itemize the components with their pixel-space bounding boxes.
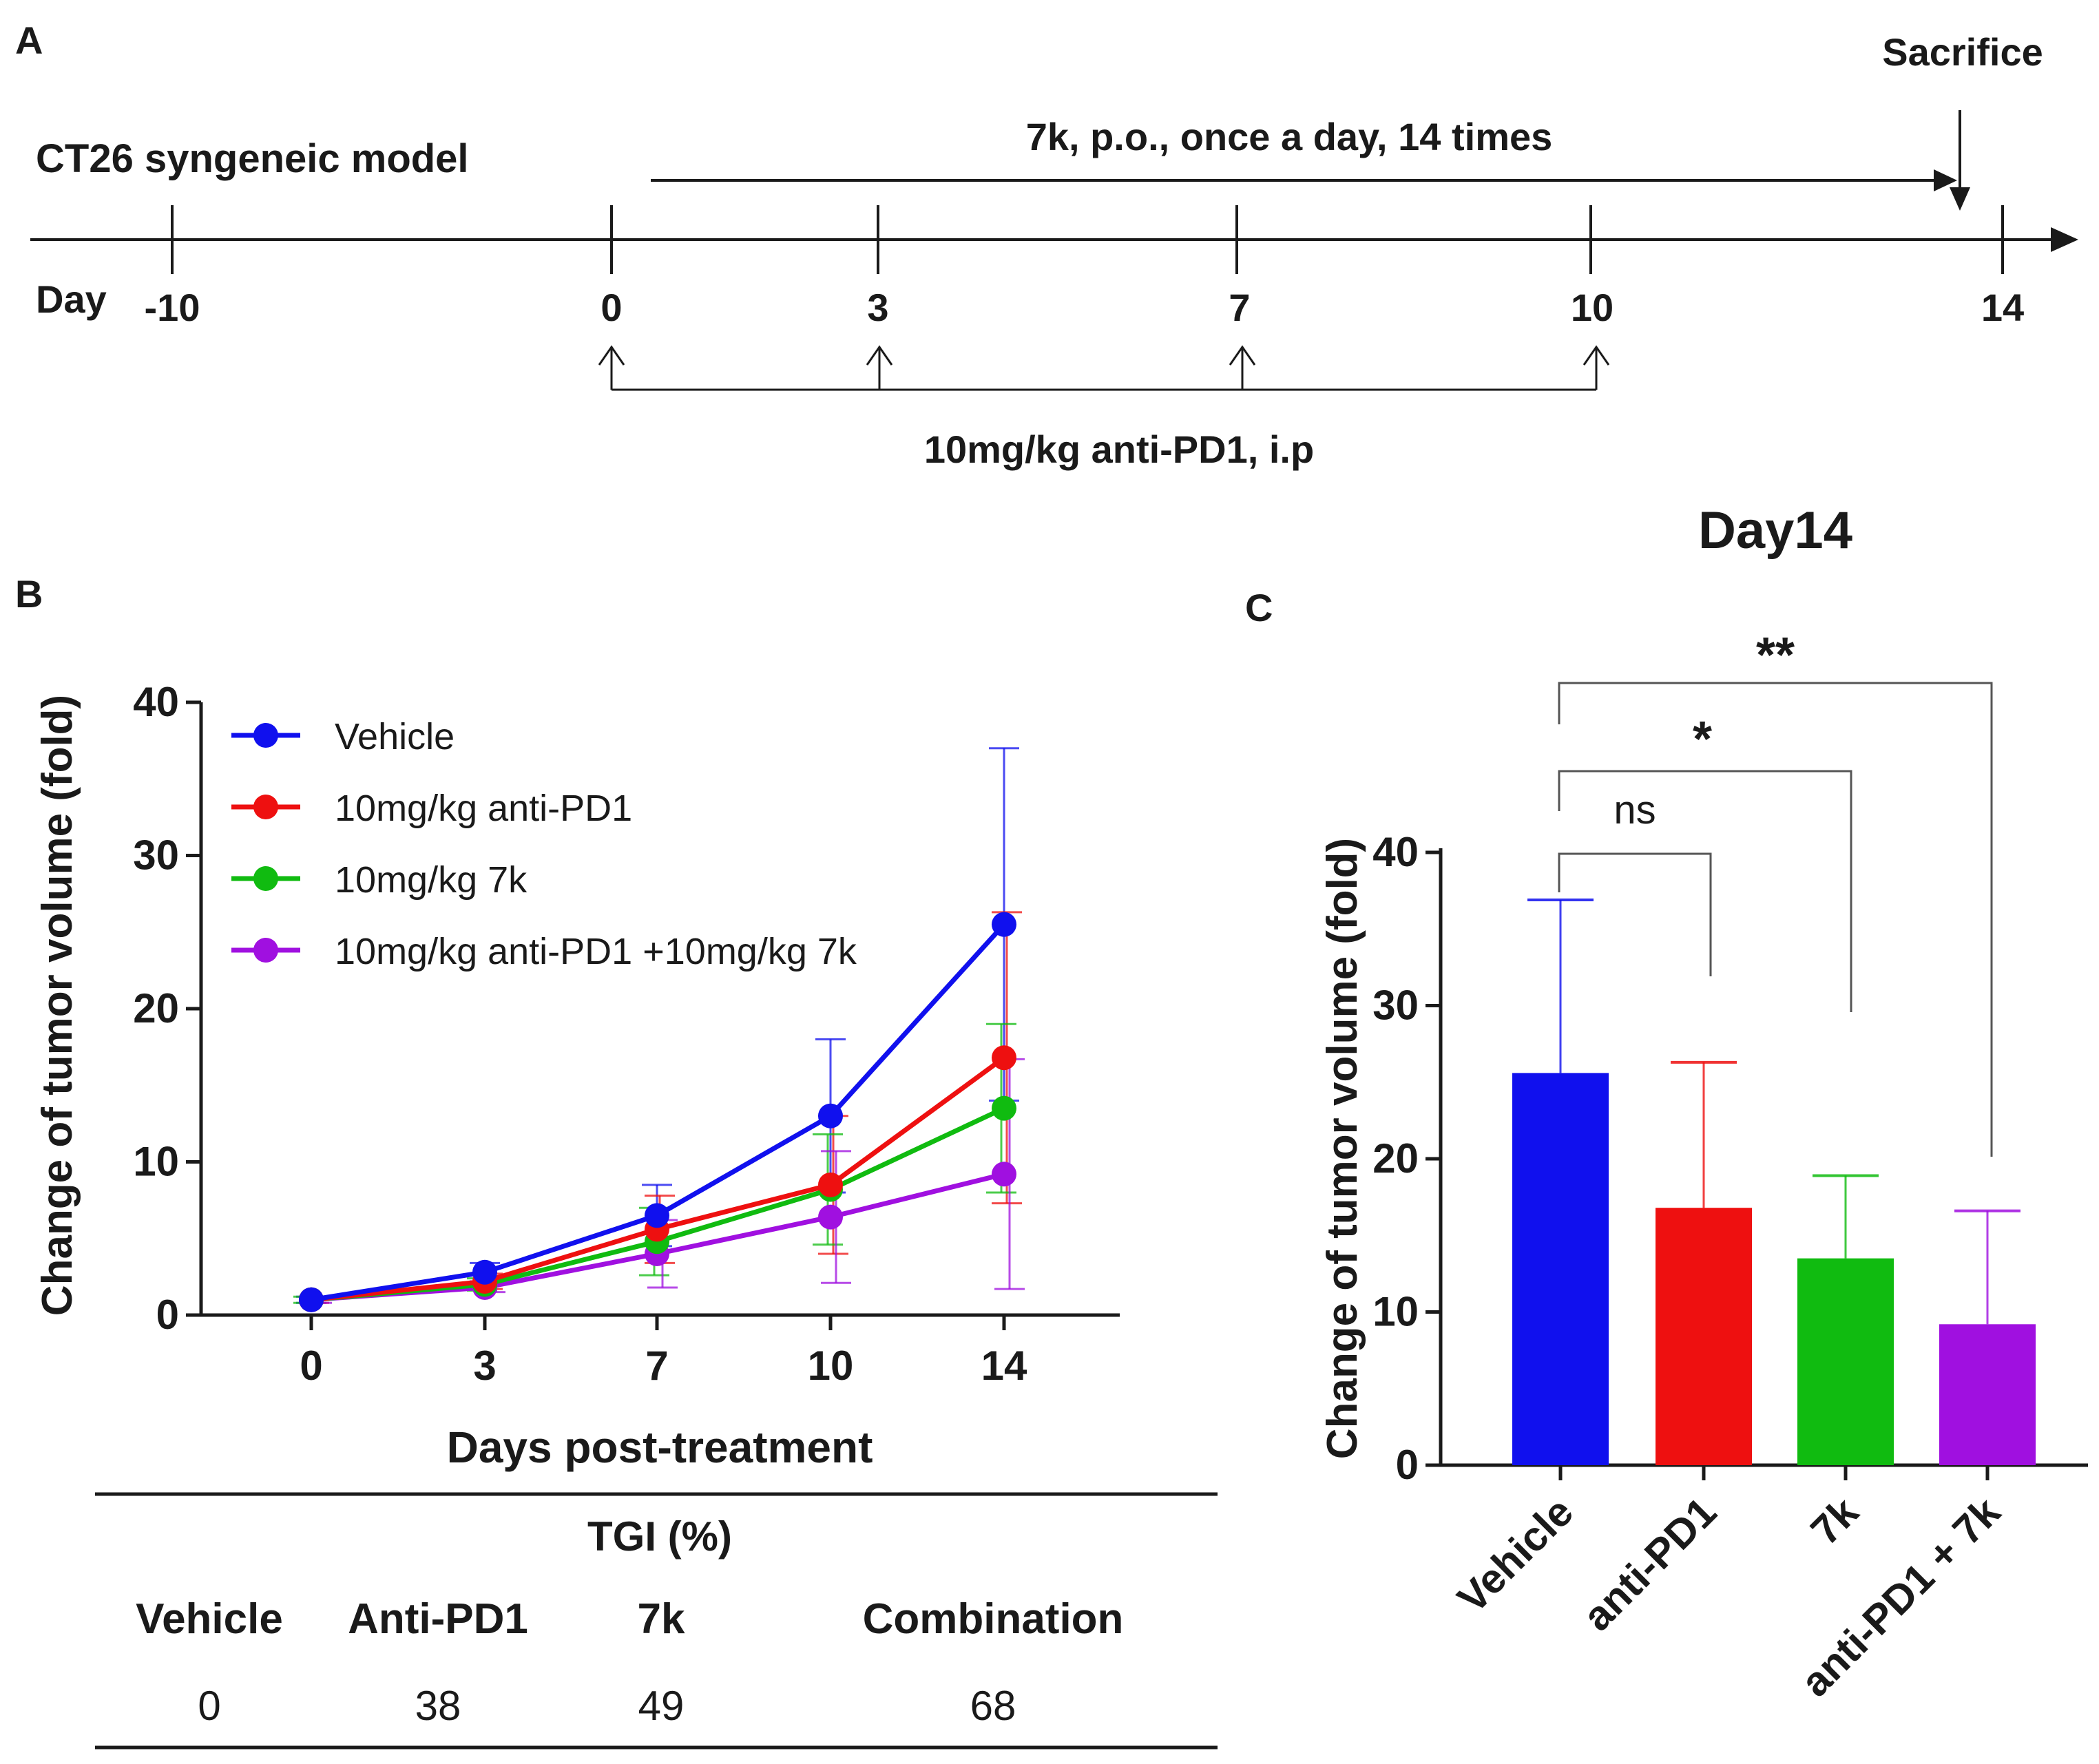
x-tick-label: 14: [981, 1343, 1027, 1389]
panel-b-label: B: [15, 572, 43, 616]
x-tick-label: 3: [473, 1343, 496, 1389]
day-value: 10: [1571, 286, 1614, 329]
y-tick-label: 30: [133, 832, 179, 879]
legend-label: Vehicle: [335, 716, 455, 757]
legend-label: 10mg/kg anti-PD1: [335, 788, 632, 829]
day-value: 3: [867, 286, 888, 329]
timeline-ticks: [171, 205, 2004, 274]
x-tick-label: Vehicle: [1449, 1489, 1583, 1622]
x-tick-label: 0: [300, 1343, 322, 1389]
x-tick-label: 7: [645, 1343, 668, 1389]
sig-label-ns: ns: [1614, 788, 1656, 832]
day-value: 14: [1981, 286, 2024, 329]
dose-arrow-up-icon: [598, 345, 625, 366]
panel-c-label: C: [1245, 586, 1273, 629]
legend-swatch-marker: [253, 938, 278, 963]
bar: [1797, 1258, 1894, 1465]
legend-swatch-marker: [253, 795, 278, 819]
bar-chart-title: Day14: [1698, 501, 1852, 560]
sig-label-single-star: *: [1693, 712, 1712, 767]
data-point: [992, 1045, 1016, 1071]
tgi-header: 7k: [638, 1595, 685, 1643]
bar: [1512, 1073, 1609, 1465]
treatment-7k-label: 7k, p.o., once a day, 14 times: [1026, 115, 1553, 158]
panel-c: C Day14 Change of tumor volume (fold) 0 1…: [1245, 501, 2088, 1705]
legend-swatch-marker: [253, 866, 278, 891]
panel-a-label: A: [15, 19, 43, 62]
legend-swatch-marker: [253, 723, 278, 748]
legend-label: 10mg/kg 7k: [335, 859, 528, 901]
y-tick-label: 0: [1396, 1442, 1419, 1488]
data-point: [472, 1259, 497, 1285]
y-tick-label: 20: [1372, 1135, 1419, 1182]
day-value: -10: [145, 286, 200, 329]
sig-bracket-ns: [1558, 852, 1712, 976]
y-tick-label: 20: [133, 985, 179, 1031]
line-y-axis-label: Change of tumor volume (fold): [34, 695, 81, 1316]
significance-brackets: [1558, 682, 1993, 1157]
data-point: [299, 1287, 324, 1312]
day-label: Day: [36, 277, 107, 321]
antipd1-bracket: [598, 345, 1610, 391]
dose-arrow-up-icon: [1583, 345, 1610, 366]
tgi-header: Vehicle: [136, 1595, 283, 1643]
panel-a: A CT26 syngeneic model Sacrifice 7k, p.o…: [15, 19, 2078, 471]
data-point: [992, 1162, 1016, 1187]
y-tick-label: 0: [156, 1292, 179, 1338]
tgi-header: Combination: [863, 1595, 1124, 1643]
y-tick-label: 10: [133, 1139, 179, 1185]
line-series: [293, 747, 1025, 1312]
tgi-value: 0: [198, 1683, 220, 1729]
y-tick-label: 40: [133, 679, 179, 725]
data-point: [818, 1204, 843, 1230]
data-point: [818, 1103, 843, 1128]
sig-label-double-star: **: [1756, 628, 1795, 683]
x-tick-label: anti-PD1: [1574, 1489, 1725, 1639]
y-tick-label: 30: [1372, 983, 1419, 1029]
bar-marks: [1512, 898, 2036, 1465]
sig-bracket-double-star: [1558, 682, 1993, 1157]
data-point: [818, 1172, 843, 1197]
tgi-value: 38: [415, 1683, 461, 1729]
line-legend: Vehicle 10mg/kg anti-PD1 10mg/kg 7k 10mg/kg…: [231, 716, 857, 972]
x-tick-label: 10: [808, 1343, 854, 1389]
bar: [1939, 1324, 2036, 1465]
data-point: [992, 1095, 1016, 1121]
legend-label: 10mg/kg anti-PD1 +10mg/kg 7k: [335, 931, 857, 972]
tgi-title: TGI (%): [587, 1513, 732, 1560]
sacrifice-arrowhead: [1950, 187, 1970, 211]
bar-y-ticks: 0 10 20 30 40: [1372, 829, 1441, 1488]
y-tick-label: 10: [1372, 1289, 1419, 1335]
y-tick-label: 40: [1372, 829, 1419, 875]
day-value: 0: [601, 286, 622, 329]
line-x-ticks: 0 3 7 10 14: [300, 1315, 1027, 1389]
tgi-value: 49: [638, 1683, 685, 1729]
timeline-arrowhead: [2051, 227, 2078, 252]
x-tick-label: 7k: [1802, 1488, 1868, 1553]
dose-arrow-up-icon: [866, 345, 893, 366]
tgi-value: 68: [970, 1683, 1016, 1729]
antipd1-dose-label: 10mg/kg anti-PD1, i.p: [924, 428, 1314, 471]
treatment-7k-arrowhead: [1934, 169, 1957, 191]
model-label: CT26 syngeneic model: [36, 136, 469, 181]
panel-b: B Change of tumor volume (fold) 01020304…: [15, 572, 1218, 1750]
line-y-ticks: 0 10 20 30 40: [133, 679, 201, 1338]
day-value: 7: [1229, 286, 1250, 329]
line-x-axis-label: Days post-treatment: [447, 1422, 873, 1472]
dose-arrow-up-icon: [1229, 345, 1256, 366]
tgi-header: Anti-PD1: [348, 1595, 528, 1643]
sacrifice-label: Sacrifice: [1882, 30, 2043, 74]
bar: [1656, 1208, 1752, 1465]
data-point: [992, 912, 1016, 937]
data-point: [645, 1203, 669, 1228]
bar-y-axis-label: Change of tumor volume (fold): [1319, 838, 1366, 1459]
sig-bracket-single-star: [1558, 770, 1852, 1012]
